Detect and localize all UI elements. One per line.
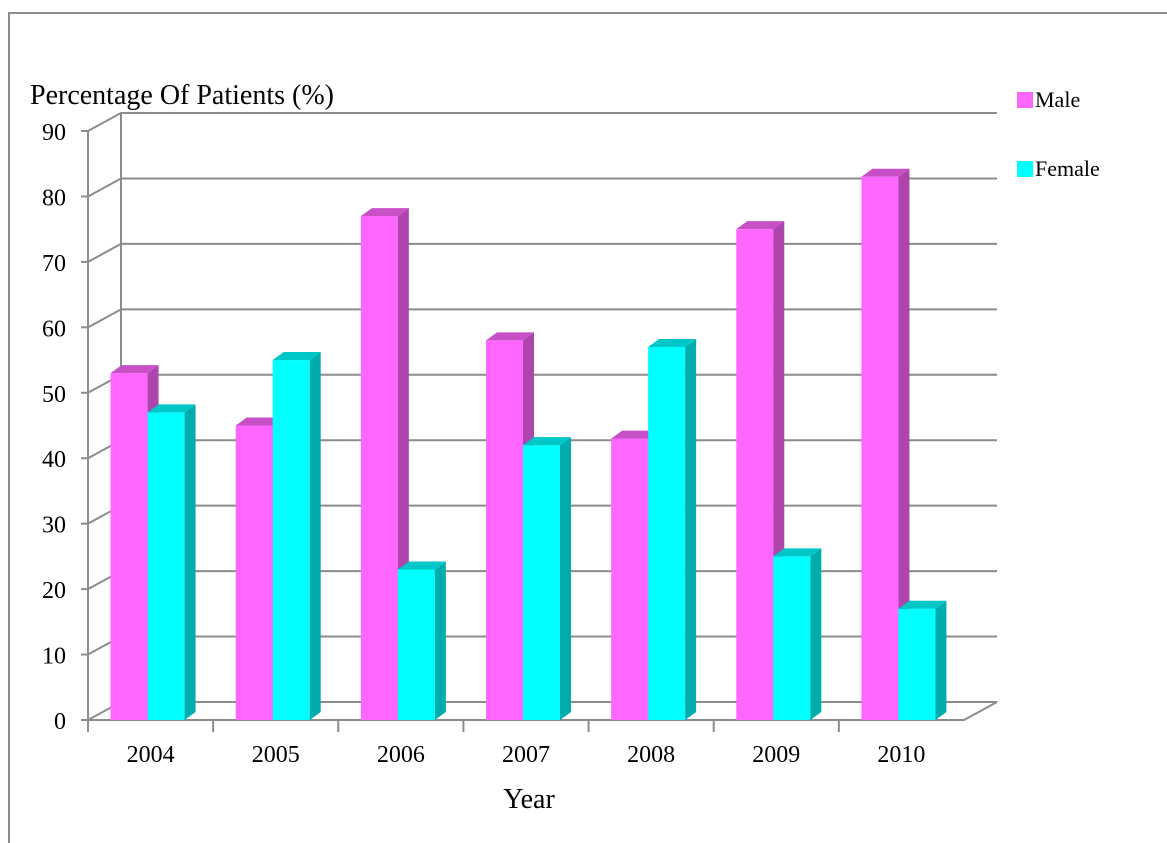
bar-male: [861, 168, 910, 721]
bar-front: [272, 360, 310, 720]
bar-front: [611, 438, 649, 720]
bars: [110, 168, 947, 721]
bar-front: [397, 569, 435, 720]
y-tick-label: 90: [42, 120, 66, 146]
bar-female: [397, 561, 446, 720]
chart-frame: [8, 12, 1167, 843]
bar-female: [648, 338, 697, 720]
bar-top: [861, 168, 910, 177]
bar-top: [360, 208, 409, 217]
bar-side: [685, 338, 697, 720]
x-tick-label: 2009: [752, 742, 800, 768]
y-tick-label: 30: [42, 513, 66, 539]
gridline: [87, 242, 997, 263]
bar-side: [434, 561, 446, 720]
legend-label-female: Female: [1035, 156, 1100, 181]
labels: Percentage Of Patients (%) Year 0 10 20 30 4…: [30, 80, 925, 815]
bar-female: [898, 600, 947, 720]
gridline: [87, 308, 997, 329]
bar-side: [935, 600, 947, 720]
gridline: [87, 112, 997, 132]
legend-swatch-female: [1017, 161, 1033, 177]
y-tick-label: 50: [42, 382, 66, 408]
bar-top: [523, 437, 571, 446]
y-axis-title: Percentage Of Patients (%): [30, 80, 334, 111]
bar-front: [898, 608, 936, 720]
bar-front: [523, 445, 560, 720]
y-tick-label: 60: [42, 316, 66, 342]
bar-female: [773, 548, 822, 720]
legend-label-male: Male: [1035, 87, 1080, 112]
gridline: [87, 373, 997, 394]
bar-side: [898, 168, 910, 721]
x-tick-label: 2005: [252, 742, 300, 768]
bar-front: [360, 216, 398, 721]
bar-male: [360, 208, 409, 721]
bar-top: [147, 404, 196, 413]
bar-female: [523, 437, 571, 720]
x-tick-label: 2006: [377, 742, 425, 768]
x-tick-label: 2004: [127, 742, 175, 768]
bar-top: [736, 221, 785, 230]
y-tick-label: 20: [42, 578, 66, 604]
y-tick-label: 70: [42, 251, 66, 277]
y-tick-label: 0: [54, 709, 66, 735]
bar-top: [397, 561, 446, 570]
bar-front: [648, 346, 686, 720]
x-tick-label: 2010: [877, 742, 925, 768]
bar-side: [560, 437, 571, 720]
bar-front: [110, 373, 148, 720]
bar-front: [736, 229, 774, 720]
bar-front: [773, 556, 811, 720]
x-tick-label: 2007: [502, 742, 550, 768]
gridline: [87, 177, 997, 198]
legend: Male Female: [1017, 87, 1100, 181]
bar-top: [898, 600, 947, 609]
bar-top: [611, 430, 660, 439]
x-axis-title: Year: [503, 784, 555, 815]
bar-female: [147, 404, 196, 720]
bar-top: [648, 338, 697, 347]
bar-front: [486, 340, 523, 720]
x-tick-label: 2008: [627, 742, 675, 768]
bar-female: [272, 352, 321, 720]
bar-side: [309, 352, 321, 720]
bar-front: [147, 412, 185, 720]
y-tick-label: 40: [42, 447, 66, 473]
bar-top: [272, 352, 321, 361]
y-tick-label: 10: [42, 644, 66, 670]
bar-male: [736, 221, 785, 720]
bar-front: [235, 425, 273, 720]
bar-side: [810, 548, 822, 720]
bar-top: [110, 365, 159, 374]
bar-front: [861, 176, 899, 721]
bar-top: [486, 332, 534, 341]
bar-top: [773, 548, 822, 557]
legend-swatch-male: [1017, 92, 1033, 108]
y-tick-label: 80: [42, 185, 66, 211]
bar-side: [184, 404, 196, 720]
bar-top: [235, 417, 284, 426]
